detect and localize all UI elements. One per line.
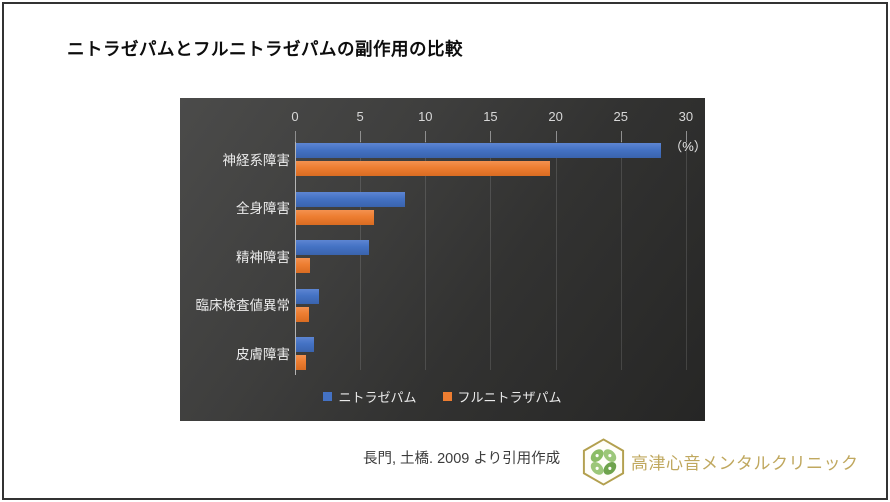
x-axis-unit-label: （%） xyxy=(669,139,707,154)
x-axis-tick-mark xyxy=(685,131,687,142)
x-axis-tick-label: 10 xyxy=(418,109,433,124)
bar-group: 全身障害 xyxy=(180,191,705,225)
x-axis-tick-mark xyxy=(490,131,492,142)
page-title: ニトラゼパムとフルニトラゼパムの副作用の比較 xyxy=(67,39,463,59)
legend-label: ニトラゼパム xyxy=(338,389,417,405)
gridline xyxy=(490,141,492,370)
gridline xyxy=(555,141,557,370)
x-axis-tick-mark xyxy=(555,131,557,142)
clover-icon xyxy=(590,449,617,475)
bar-ニトラゼパム xyxy=(296,143,661,158)
x-axis-tick-mark xyxy=(425,131,427,142)
bar-ニトラゼパム xyxy=(296,191,406,207)
bar-ニトラゼパム xyxy=(296,288,320,304)
gridline xyxy=(425,141,427,370)
bar-フルニトラザパム xyxy=(296,306,310,322)
x-axis-tick-label: 0 xyxy=(291,109,299,124)
x-axis-tick-label: 20 xyxy=(548,109,563,124)
gridline xyxy=(360,141,362,370)
category-label: 臨床検査値異常 xyxy=(195,298,291,314)
bar-フルニトラザパム xyxy=(296,258,311,274)
gridline xyxy=(620,141,622,370)
legend-swatch-icon xyxy=(442,391,452,401)
x-axis-tick-mark xyxy=(360,131,362,142)
category-label: 神経系障害 xyxy=(222,152,291,168)
clinic-name: 高津心音メンタルクリニック xyxy=(631,454,859,473)
x-axis-tick-mark xyxy=(620,131,622,142)
y-axis-line xyxy=(295,131,296,375)
bar-group: 皮膚障害 xyxy=(180,337,705,371)
bar-group: 精神障害 xyxy=(180,240,705,274)
bar-ニトラゼパム xyxy=(296,337,315,353)
x-axis-tick-label: 15 xyxy=(483,109,498,124)
legend-item: フルニトラザパム xyxy=(442,387,562,406)
legend-swatch-icon xyxy=(323,391,333,401)
bar-ニトラゼパム xyxy=(296,240,369,256)
x-axis-tick-label: 25 xyxy=(613,109,628,124)
legend-label: フルニトラザパム xyxy=(457,389,562,405)
category-label: 全身障害 xyxy=(236,201,290,217)
source-citation: 長門, 土橋. 2009 より引用作成 xyxy=(363,451,561,467)
category-label: 精神障害 xyxy=(236,249,290,265)
bar-group: 臨床検査値異常 xyxy=(180,288,705,322)
bar-group: 神経系障害 xyxy=(180,143,705,176)
legend-item: ニトラゼパム xyxy=(323,387,417,406)
bar-フルニトラザパム xyxy=(296,161,551,176)
x-axis-tick-label: 5 xyxy=(356,109,364,124)
bar-フルニトラザパム xyxy=(296,209,375,225)
chart-legend: ニトラゼパム フルニトラザパム xyxy=(180,385,705,407)
gridline xyxy=(685,141,687,370)
clinic-logo-icon xyxy=(582,438,625,486)
x-axis-tick-label: 30 xyxy=(678,109,694,124)
bar-フルニトラザパム xyxy=(296,355,307,371)
bar-chart: （%） ニトラゼパム フルニトラザパム 0 5 10 15 20 25 30 神経系障害全身障害… xyxy=(180,98,707,421)
x-axis-tick-mark xyxy=(295,131,296,142)
category-label: 皮膚障害 xyxy=(236,347,290,363)
